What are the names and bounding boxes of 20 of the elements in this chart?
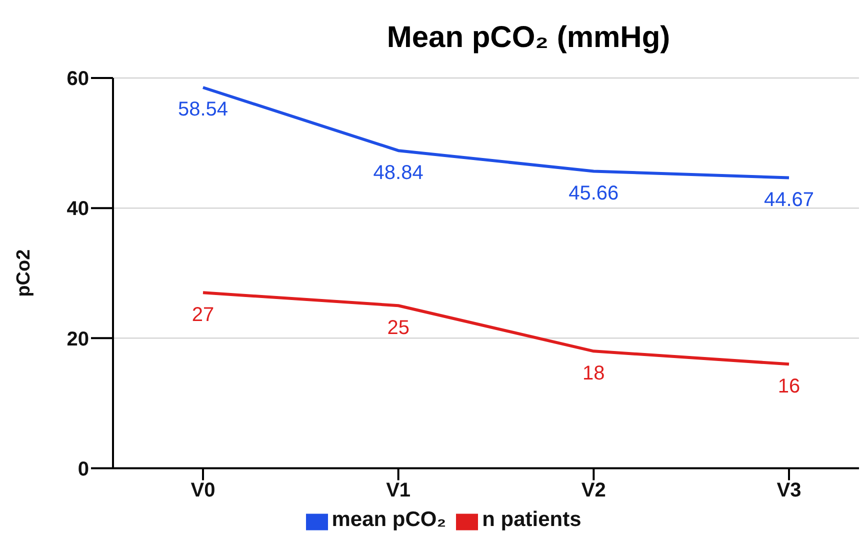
- y-tick-label: 60: [66, 68, 89, 90]
- data-label: 44.67: [764, 188, 814, 211]
- y-tick-label: 20: [66, 328, 89, 350]
- x-tick-label: V2: [581, 479, 606, 502]
- data-label: 16: [778, 375, 800, 398]
- x-tick-label: V1: [386, 479, 411, 502]
- data-label: 25: [387, 316, 410, 339]
- data-label: 27: [192, 304, 214, 326]
- chart-title: Mean pCO₂ (mmHg): [386, 20, 672, 56]
- x-tick-label: V3: [776, 479, 802, 502]
- data-label: 48.84: [373, 162, 424, 184]
- x-tick-label: V0: [190, 479, 216, 502]
- data-label: 45.66: [568, 182, 619, 204]
- y-tick-label: 40: [66, 198, 89, 220]
- data-label: 18: [582, 362, 605, 384]
- legend-label: n patients: [482, 508, 582, 532]
- legend-label: mean pCO₂: [332, 508, 446, 532]
- data-label: 58.54: [178, 98, 228, 121]
- y-axis-title: pCo2: [14, 249, 35, 297]
- y-tick-label: 0: [78, 458, 89, 480]
